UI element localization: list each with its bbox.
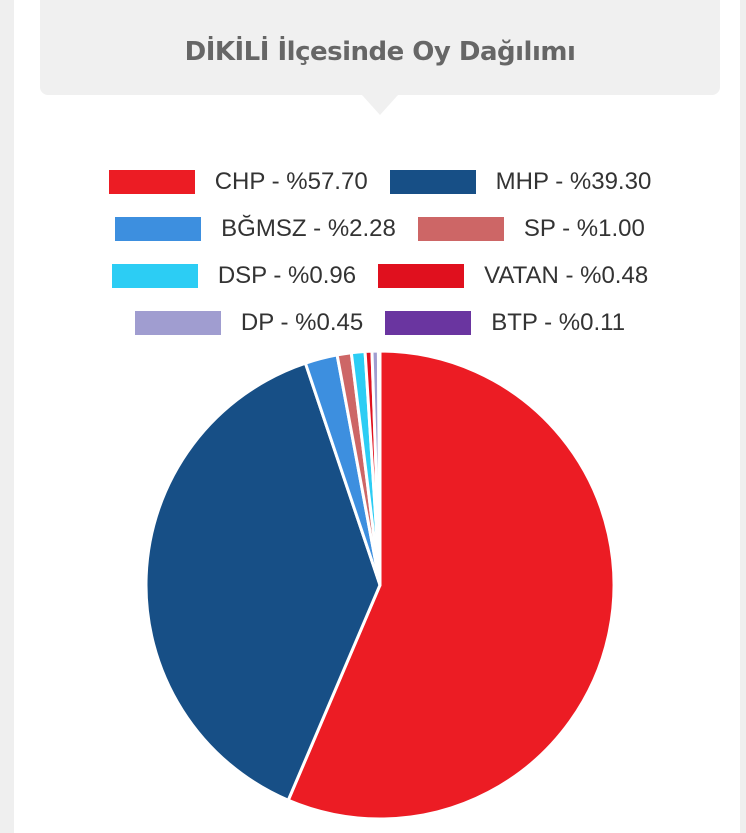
legend-item-chp[interactable]: CHP - %57.70	[108, 167, 368, 196]
legend-swatch	[111, 263, 198, 288]
pie-slice-chp[interactable]	[286, 349, 616, 821]
legend-swatch	[108, 169, 195, 194]
legend-item-mhp[interactable]: MHP - %39.30	[389, 167, 652, 196]
legend-label: CHP - %57.70	[214, 167, 368, 195]
legend-label: MHP - %39.30	[495, 167, 652, 195]
legend-label: DSP - %0.96	[217, 261, 357, 289]
legend-item-dsp[interactable]: DSP - %0.96	[111, 261, 357, 290]
legend-swatch	[417, 216, 504, 241]
legend-item-dp[interactable]: DP - %0.45	[134, 308, 364, 337]
legend-item-bğmsz[interactable]: BĞMSZ - %2.28	[115, 215, 396, 243]
legend-swatch	[378, 263, 465, 288]
page-edge-right	[740, 0, 746, 833]
legend-swatch	[115, 216, 202, 241]
legend-swatch	[385, 310, 472, 335]
legend-row: DSP - %0.96 VATAN - %0.48	[0, 252, 746, 299]
chart-legend: CHP - %57.70 MHP - %39.30 BĞMSZ - %2.28 SP …	[0, 158, 746, 346]
chart-title-box: DİKİLİ İlçesinde Oy Dağılımı	[40, 0, 720, 115]
legend-label: DP - %0.45	[240, 308, 364, 336]
legend-item-sp[interactable]: SP - %1.00	[417, 214, 645, 243]
page-edge-left	[0, 0, 14, 833]
legend-row: DP - %0.45 BTP - %0.11	[0, 299, 746, 346]
legend-label: SP - %1.00	[523, 214, 645, 242]
legend-item-btp[interactable]: BTP - %0.11	[385, 309, 625, 337]
pie-slice-btp[interactable]	[376, 349, 382, 587]
legend-label: VATAN - %0.48	[484, 261, 649, 289]
legend-label: BTP - %0.11	[491, 308, 626, 336]
legend-row: CHP - %57.70 MHP - %39.30	[0, 158, 746, 205]
legend-row: BĞMSZ - %2.28 SP - %1.00	[0, 205, 746, 252]
legend-item-vatan[interactable]: VATAN - %0.48	[378, 262, 648, 290]
legend-label: BĞMSZ - %2.28	[221, 214, 396, 242]
legend-swatch	[134, 310, 221, 335]
pie-slice-mhp[interactable]	[144, 361, 382, 802]
legend-swatch	[389, 169, 476, 194]
chart-title: DİKİLİ İlçesinde Oy Dağılımı	[184, 36, 576, 67]
